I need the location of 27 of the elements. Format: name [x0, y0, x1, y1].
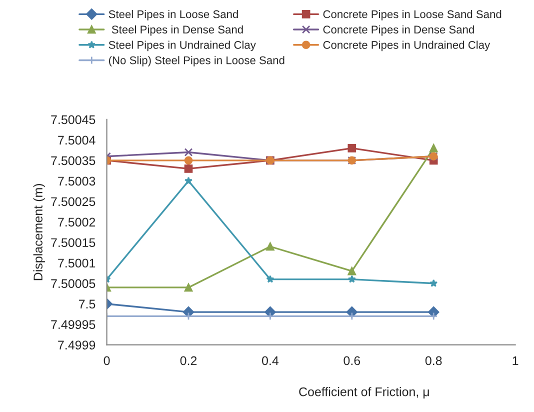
- legend-label: Concrete Pipes in Dense Sand: [323, 25, 474, 36]
- legend-label: (No Slip) Steel Pipes in Loose Sand: [109, 56, 284, 66]
- y-tick-label: 7.50005: [51, 279, 96, 288]
- x-axis-title: Coefficient of Friction, μ: [299, 387, 429, 399]
- y-tick-label: 7.50045: [51, 115, 96, 124]
- x-tick-label: 1: [512, 356, 518, 366]
- y-tick-label: 7.5: [78, 300, 96, 309]
- x-tick-label: 0.4: [262, 356, 279, 366]
- y-tick-label: 7.50025: [51, 197, 96, 206]
- x-tick-label: 0.8: [425, 356, 442, 366]
- y-tick-label: 7.4999: [58, 340, 96, 350]
- x-tick-label: 0.2: [180, 356, 197, 366]
- y-tick-label: 7.50015: [51, 238, 96, 248]
- x-tick-label: 0.6: [344, 356, 360, 366]
- legend-label: Steel Pipes in Loose Sand: [108, 10, 238, 20]
- legend-label: Steel Pipes in Dense Sand: [112, 25, 243, 36]
- y-axis-title: Displacement (m): [33, 184, 45, 280]
- y-tick-label: 7.50035: [51, 156, 96, 166]
- legend-label: Steel Pipes in Undrained Clay: [108, 40, 256, 52]
- y-tick-label: 7.5002: [58, 218, 96, 227]
- legend-label: Concrete Pipes in Loose Sand Sand: [323, 10, 502, 20]
- x-tick-label: 0: [104, 356, 110, 366]
- y-tick-label: 7.5004: [58, 136, 96, 145]
- y-tick-label: 7.5003: [58, 176, 96, 186]
- y-tick-label: 7.5001: [58, 258, 96, 268]
- y-tick-label: 7.49995: [51, 320, 96, 330]
- legend-label: Concrete Pipes in Undrained Clay: [323, 40, 490, 52]
